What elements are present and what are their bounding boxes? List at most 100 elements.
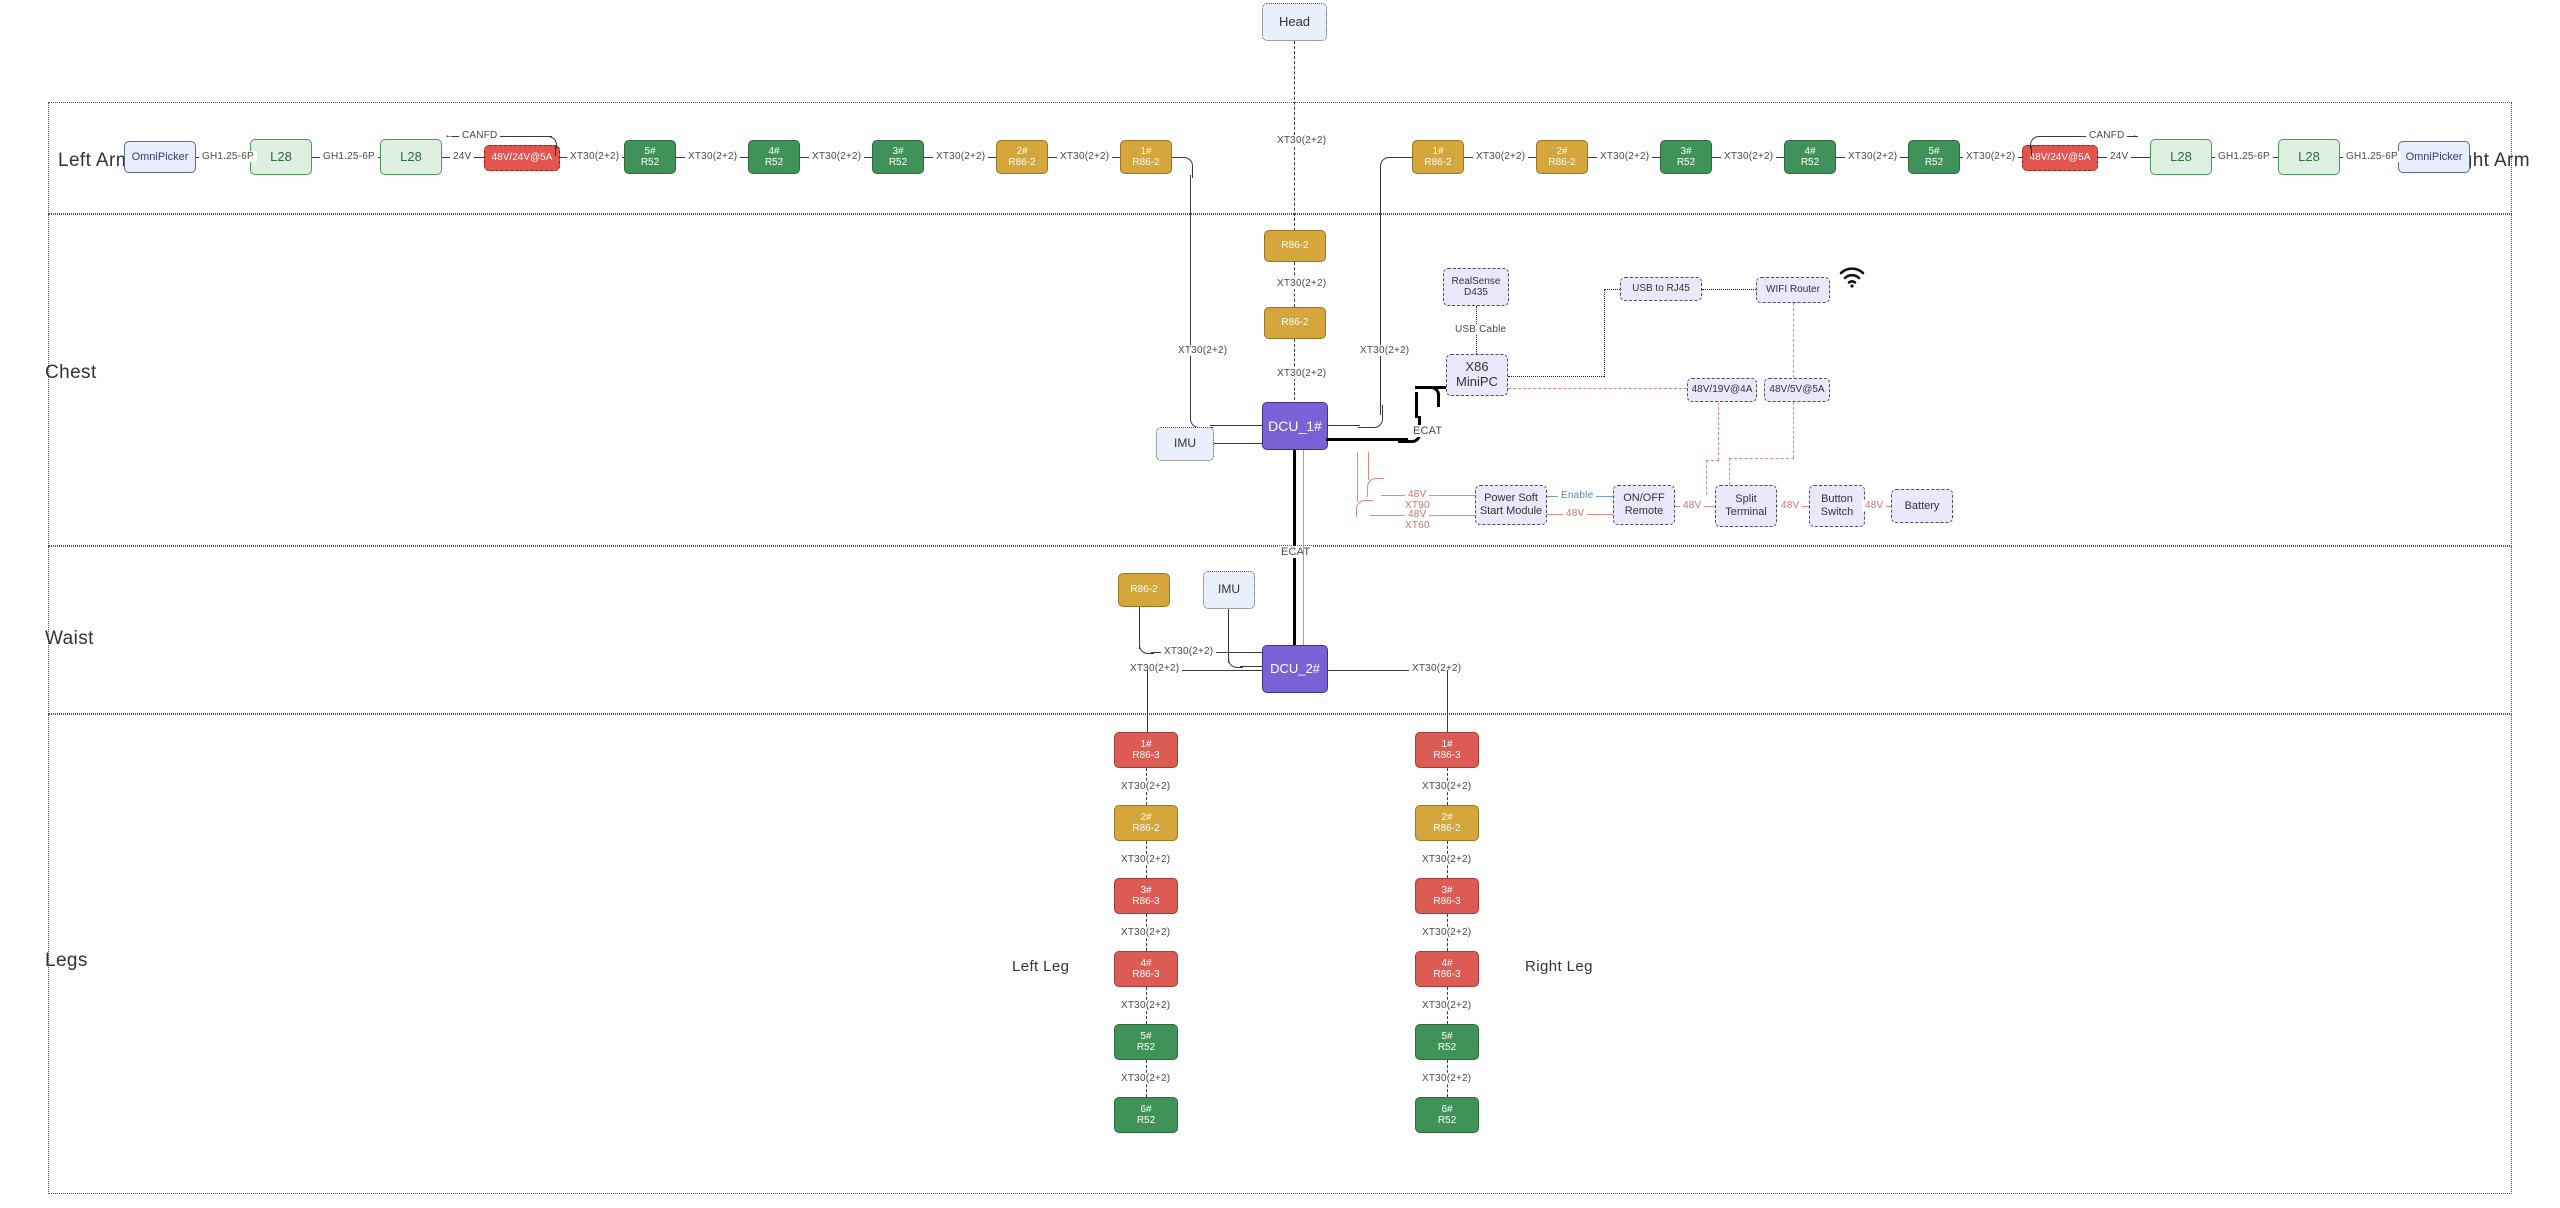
- node-x86-minipc[interactable]: X86 MiniPC: [1446, 354, 1508, 396]
- node-label-bottom: R86-3: [1132, 896, 1160, 907]
- node-left-leg-j5[interactable]: 5# R52: [1114, 1024, 1178, 1060]
- node-head[interactable]: Head: [1262, 3, 1327, 41]
- wire-19v-h: [1706, 460, 1719, 461]
- section-chest: [48, 214, 2512, 546]
- node-label-bottom: R52: [1800, 157, 1820, 168]
- wire-19v-down2: [1706, 460, 1707, 495]
- node-label-bottom: R86-2: [1424, 157, 1452, 168]
- node-right-arm-j2[interactable]: 2# R86-2: [1536, 140, 1588, 174]
- node-right-leg-j3[interactable]: 3# R86-3: [1415, 878, 1479, 914]
- node-label-bottom: Switch: [1820, 506, 1854, 518]
- node-onoff-remote[interactable]: ON/OFF Remote: [1613, 485, 1675, 525]
- node-right-leg-j5[interactable]: 5# R52: [1415, 1024, 1479, 1060]
- node-left-arm-j3[interactable]: 3# R52: [872, 140, 924, 174]
- node-conv-48v-19v[interactable]: 48V/19V@4A: [1687, 378, 1757, 402]
- node-usb-to-rj45[interactable]: USB to RJ45: [1620, 277, 1702, 301]
- wire-pw-xt90-v: [1368, 452, 1370, 480]
- node-battery[interactable]: Battery: [1891, 489, 1953, 523]
- wire-5v-down: [1793, 402, 1794, 458]
- node-label-bottom: Start Module: [1479, 505, 1543, 517]
- node-left-omnipicker[interactable]: OmniPicker: [124, 141, 196, 173]
- wire-label-ra-6: 24V: [2107, 151, 2132, 162]
- node-chest-spine-1[interactable]: R86-2: [1264, 230, 1326, 262]
- node-label: 48V/24V@5A: [491, 152, 553, 164]
- node-left-l28-a[interactable]: L28: [250, 139, 312, 175]
- node-waist-r86[interactable]: R86-2: [1118, 573, 1170, 607]
- wire-label-spine-2-dcu: XT30(2+2): [1274, 368, 1330, 379]
- node-right-arm-j1[interactable]: 1# R86-2: [1412, 140, 1464, 174]
- node-label: R86-2: [1130, 584, 1158, 596]
- wire-label-ra-8: GH1.25-6P: [2343, 151, 2401, 162]
- wire-label-rl-3: XT30(2+2): [1419, 927, 1475, 938]
- node-chest-spine-2[interactable]: R86-2: [1264, 307, 1326, 339]
- node-label: R86-2: [1281, 240, 1309, 252]
- node-label-bottom: R52: [888, 157, 908, 168]
- node-left-leg-j4[interactable]: 4# R86-3: [1114, 951, 1178, 987]
- node-left-arm-j5[interactable]: 5# R52: [624, 140, 676, 174]
- wire-label-la-canfd: CANFD: [459, 130, 501, 141]
- node-label-bottom: R86-2: [1132, 157, 1160, 168]
- wire-ra-canfd-down: [2031, 146, 2033, 156]
- node-left-leg-j3[interactable]: 3# R86-3: [1114, 878, 1178, 914]
- node-right-leg-j6[interactable]: 6# R52: [1415, 1097, 1479, 1133]
- node-label: Battery: [1904, 499, 1940, 512]
- node-label-top: 1#: [1432, 145, 1444, 157]
- node-dcu2[interactable]: DCU_2#: [1262, 645, 1328, 693]
- node-left-arm-j1[interactable]: 1# R86-2: [1120, 140, 1172, 174]
- node-label-top: 4#: [1140, 957, 1152, 969]
- section-label-legs: Legs: [45, 950, 88, 971]
- node-right-leg-j2[interactable]: 2# R86-2: [1415, 805, 1479, 841]
- node-split-terminal[interactable]: Split Terminal: [1715, 485, 1777, 527]
- wire-label-ra-1: XT30(2+2): [1473, 151, 1529, 162]
- node-right-leg-j1[interactable]: 1# R86-3: [1415, 732, 1479, 768]
- node-label-top: 6#: [1441, 1103, 1453, 1115]
- wire-la-canfd-down: [555, 146, 557, 156]
- node-label-bottom: R52: [1136, 1115, 1156, 1126]
- wire-label-ra-5: XT30(2+2): [1963, 151, 2019, 162]
- node-left-leg-j6[interactable]: 6# R52: [1114, 1097, 1178, 1133]
- node-left-dcdc-24v[interactable]: 48V/24V@5A: [484, 145, 560, 171]
- node-label: L28: [270, 148, 292, 164]
- node-left-leg-j2[interactable]: 2# R86-2: [1114, 805, 1178, 841]
- node-label-top: 3#: [1140, 884, 1152, 896]
- node-chest-imu[interactable]: IMU: [1156, 427, 1214, 461]
- node-label-bottom: D435: [1464, 287, 1488, 298]
- node-label-top: 5#: [1140, 1030, 1152, 1042]
- wire-label-xt90: XT90: [1402, 500, 1433, 511]
- node-label: R86-2: [1281, 317, 1309, 329]
- node-right-arm-j4[interactable]: 4# R52: [1784, 140, 1836, 174]
- node-left-leg-j1[interactable]: 1# R86-3: [1114, 732, 1178, 768]
- wire-5v-h: [1729, 458, 1794, 459]
- wire-label-xt60: XT60: [1402, 520, 1433, 531]
- node-waist-imu[interactable]: IMU: [1203, 571, 1255, 609]
- wire-label-ra-4: XT30(2+2): [1845, 151, 1901, 162]
- arrow-la-canfd: ←: [444, 129, 455, 141]
- node-right-l28-b[interactable]: L28: [2278, 139, 2340, 175]
- wire-ra-drop-v: [1380, 175, 1382, 415]
- node-wifi-router[interactable]: WIFI Router: [1756, 277, 1830, 303]
- node-label-top: 3#: [892, 145, 904, 157]
- node-left-arm-j4[interactable]: 4# R52: [748, 140, 800, 174]
- wire-label-rl-1: XT30(2+2): [1419, 781, 1475, 792]
- wire-label-la-7: XT30(2+2): [933, 151, 989, 162]
- node-right-arm-j5[interactable]: 5# R52: [1908, 140, 1960, 174]
- node-left-l28-b[interactable]: L28: [380, 139, 442, 175]
- node-right-omnipicker[interactable]: OmniPicker: [2398, 141, 2470, 173]
- node-dcu1[interactable]: DCU_1#: [1262, 402, 1328, 450]
- node-label-top: 5#: [1441, 1030, 1453, 1042]
- node-right-dcdc-24v[interactable]: 48V/24V@5A: [2022, 145, 2098, 171]
- node-conv-48v-5v[interactable]: 48V/5V@5A: [1764, 378, 1830, 402]
- node-power-soft-start[interactable]: Power Soft Start Module: [1475, 485, 1547, 525]
- node-label-top: 3#: [1441, 884, 1453, 896]
- node-right-arm-j3[interactable]: 3# R52: [1660, 140, 1712, 174]
- node-left-arm-j2[interactable]: 2# R86-2: [996, 140, 1048, 174]
- node-label-top: Power Soft: [1484, 492, 1538, 505]
- node-realsense-d435[interactable]: RealSense D435: [1443, 268, 1509, 306]
- node-button-switch[interactable]: Button Switch: [1809, 485, 1865, 527]
- node-label-top: 4#: [1804, 145, 1816, 157]
- wire-waist-imu-v: [1228, 609, 1230, 663]
- wire-la-drop-v: [1190, 175, 1192, 415]
- node-label-bottom: R86-2: [1132, 823, 1160, 834]
- node-right-l28-a[interactable]: L28: [2150, 139, 2212, 175]
- node-right-leg-j4[interactable]: 4# R86-3: [1415, 951, 1479, 987]
